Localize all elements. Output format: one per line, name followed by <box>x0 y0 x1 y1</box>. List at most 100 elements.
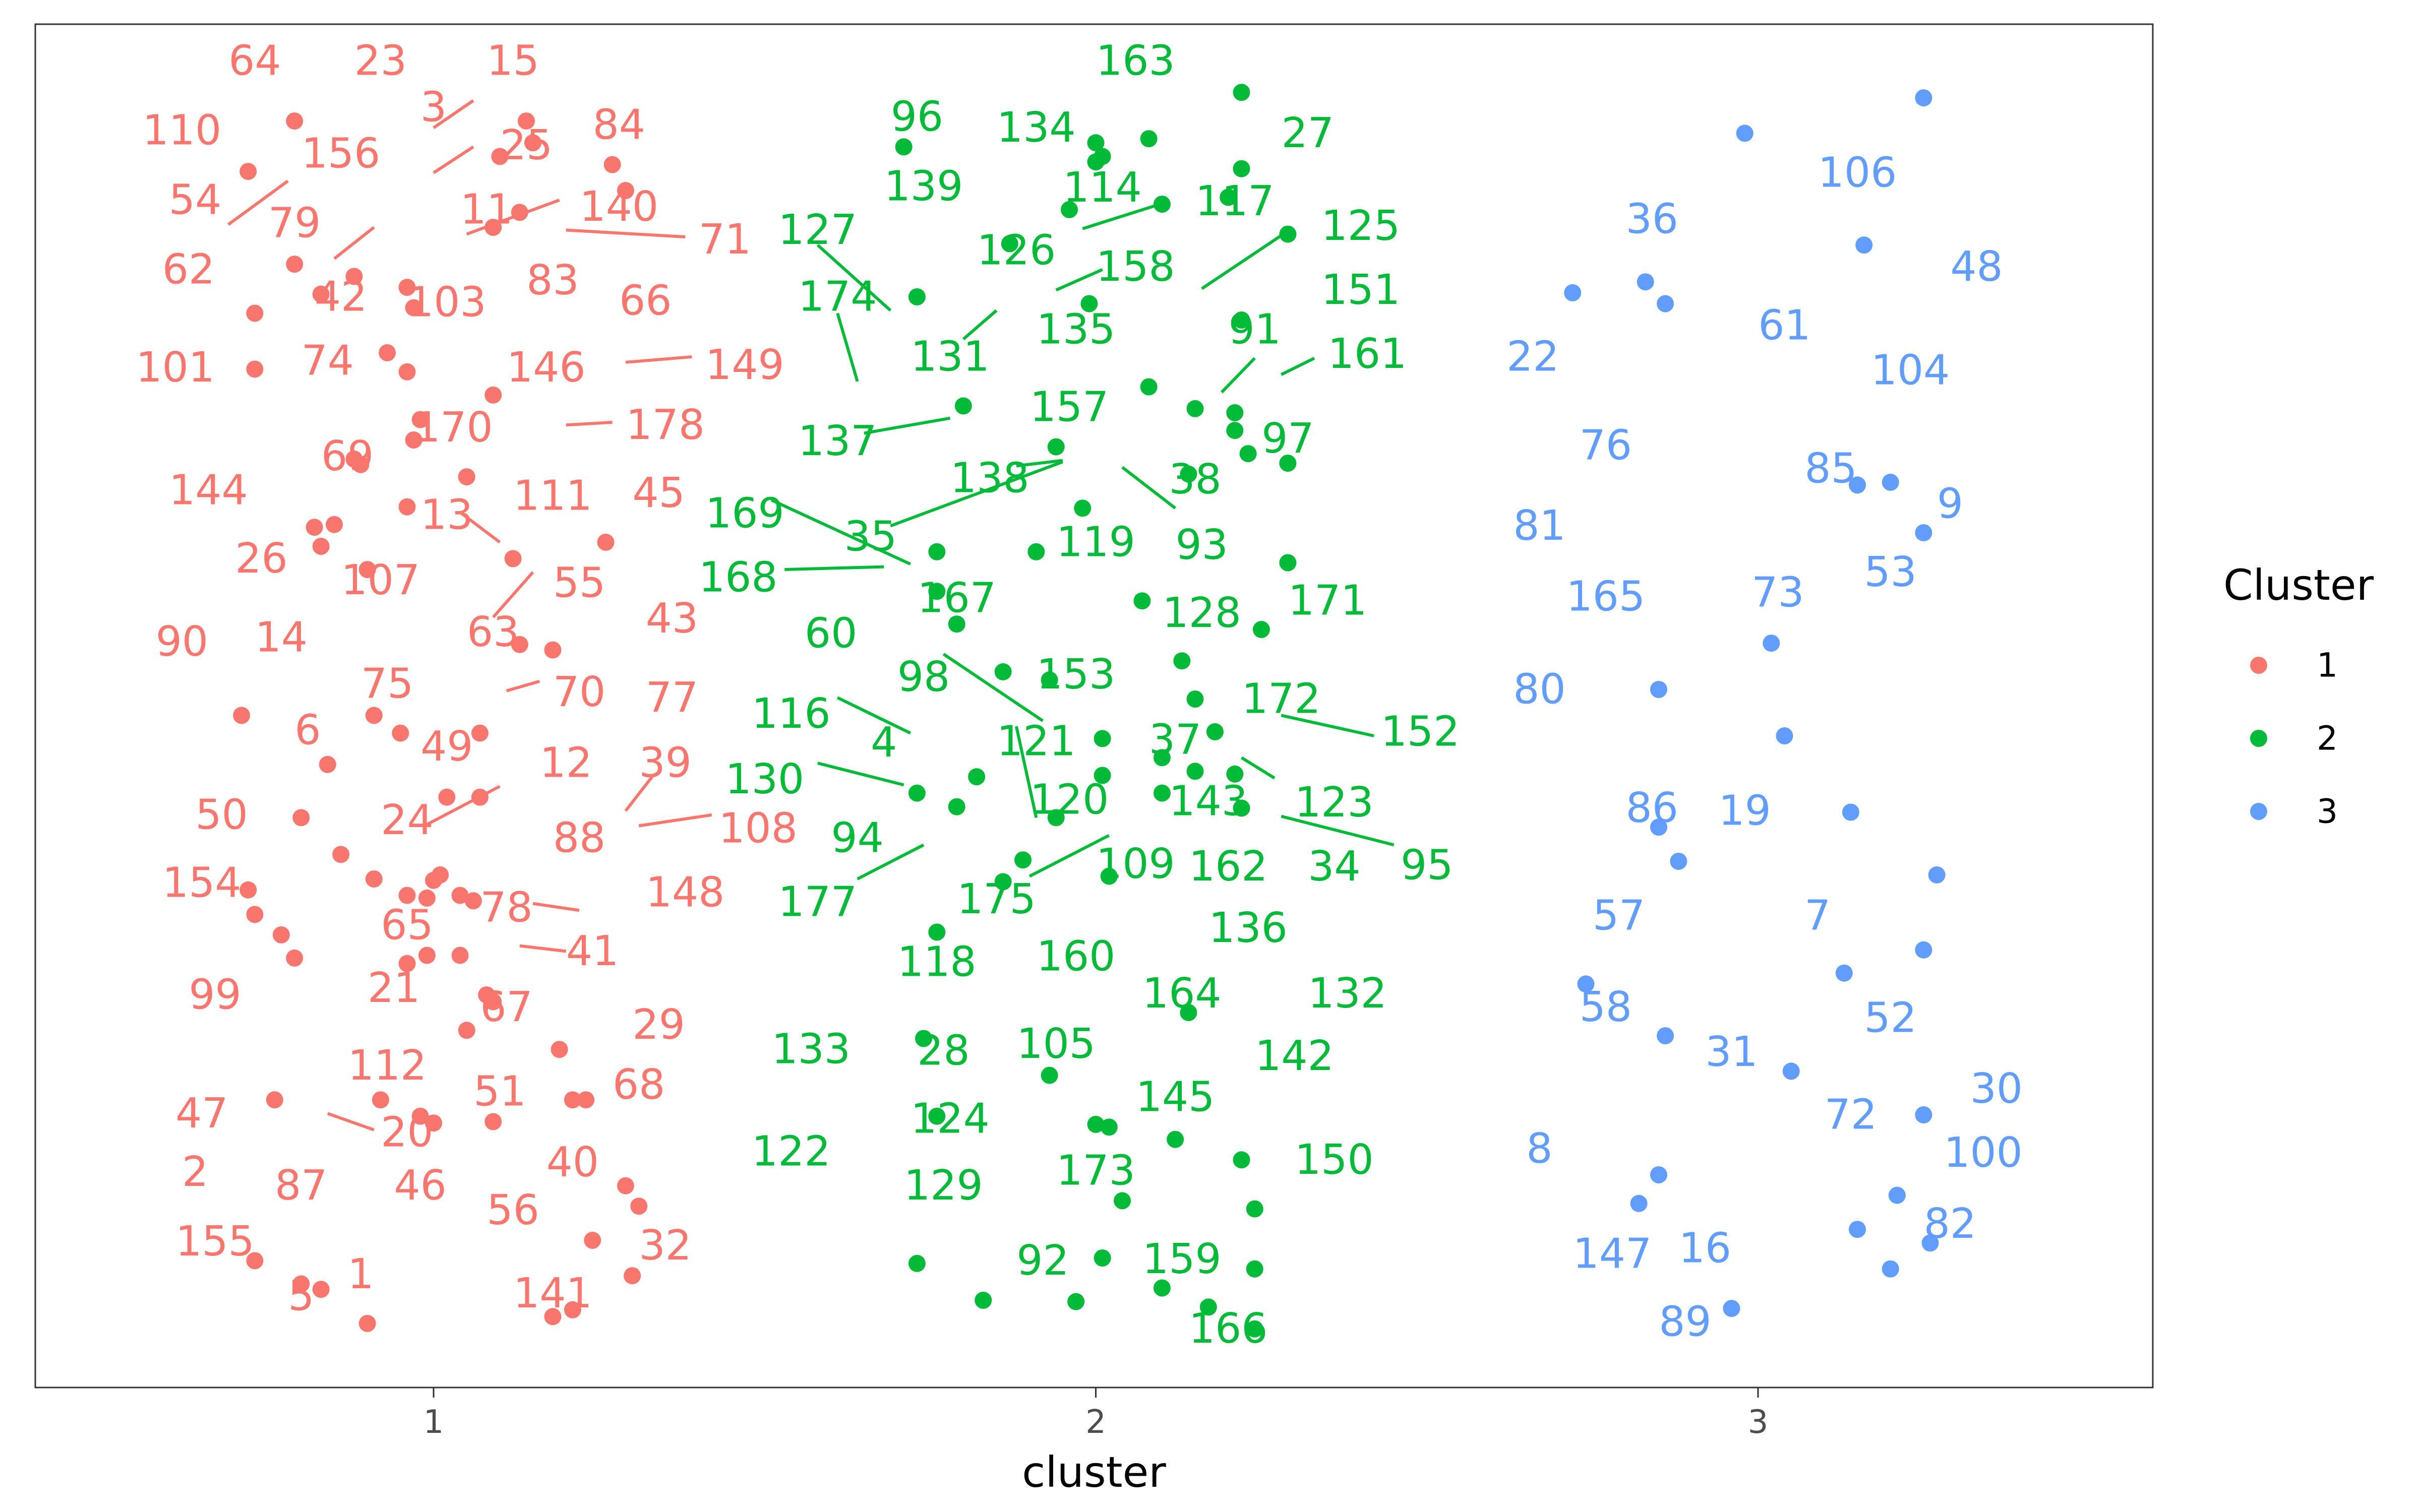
point-label: 41 <box>566 927 619 975</box>
data-point <box>1279 455 1297 472</box>
data-point <box>603 156 621 173</box>
data-point <box>908 784 926 802</box>
point-label: 143 <box>1169 777 1248 825</box>
point-label: 19 <box>1719 787 1771 835</box>
legend-key <box>2250 657 2267 674</box>
data-point <box>1888 1186 1906 1204</box>
point-label: 78 <box>480 884 532 931</box>
point-label: 92 <box>1016 1237 1069 1285</box>
data-point <box>345 268 363 285</box>
leader-line <box>1014 726 1038 818</box>
data-point <box>379 344 396 361</box>
data-point <box>312 538 330 555</box>
data-point <box>511 204 528 221</box>
point-label: 169 <box>705 490 784 538</box>
legend-key <box>2250 803 2267 820</box>
data-point <box>1915 1106 1932 1123</box>
data-point <box>405 299 422 317</box>
data-point <box>1835 964 1853 982</box>
point-label: 7 <box>1804 892 1831 940</box>
point-label: 82 <box>1924 1200 1976 1248</box>
data-point <box>1928 866 1946 884</box>
data-point <box>471 724 489 742</box>
point-label: 61 <box>1758 301 1810 349</box>
data-point <box>1041 1066 1058 1084</box>
data-point <box>630 1198 648 1215</box>
point-label: 16 <box>1679 1225 1731 1273</box>
point-label: 98 <box>897 653 950 701</box>
data-point <box>464 892 482 910</box>
point-label: 52 <box>1864 994 1917 1042</box>
point-label: 86 <box>1626 784 1678 832</box>
point-label: 62 <box>162 245 215 293</box>
leader-line <box>784 565 884 571</box>
point-label: 53 <box>1864 548 1917 596</box>
point-label: 48 <box>1950 243 2003 291</box>
point-label: 127 <box>778 206 858 254</box>
point-label: 170 <box>414 404 493 452</box>
point-label: 20 <box>381 1109 433 1157</box>
data-point <box>451 887 469 904</box>
leader-line <box>566 420 613 427</box>
data-point <box>1849 1221 1866 1238</box>
point-label: 174 <box>798 273 877 321</box>
leader-line <box>327 1112 375 1131</box>
data-point <box>1246 1200 1263 1218</box>
data-point <box>1094 767 1111 784</box>
data-point <box>1657 1027 1674 1045</box>
point-label: 26 <box>235 535 287 583</box>
point-label: 128 <box>1162 589 1241 637</box>
point-label: 46 <box>394 1162 447 1210</box>
data-point <box>312 1281 330 1298</box>
data-point <box>1246 1260 1263 1278</box>
leader-line <box>857 843 925 880</box>
data-point <box>1153 784 1171 802</box>
point-label: 118 <box>897 938 977 986</box>
data-point <box>1736 124 1753 142</box>
data-point <box>239 881 257 899</box>
point-label: 106 <box>1818 149 1897 197</box>
data-point <box>418 947 436 964</box>
point-label: 104 <box>1871 347 1950 395</box>
point-label: 28 <box>917 1027 970 1075</box>
point-label: 153 <box>1037 651 1116 699</box>
point-label: 84 <box>593 101 645 149</box>
data-point <box>564 1091 581 1109</box>
point-label: 14 <box>255 614 308 662</box>
data-point <box>511 636 528 653</box>
data-point <box>286 256 304 273</box>
point-label: 76 <box>1580 421 1632 469</box>
data-point <box>1226 422 1244 439</box>
leader-line <box>426 785 501 826</box>
point-label: 148 <box>646 869 725 917</box>
point-label: 166 <box>1189 1305 1268 1353</box>
point-label: 172 <box>1242 675 1321 723</box>
data-point <box>1564 284 1582 301</box>
data-point <box>1133 592 1151 610</box>
point-label: 175 <box>957 875 1036 923</box>
data-point <box>1882 473 1899 491</box>
data-point <box>624 1267 641 1285</box>
leader-line <box>492 571 534 618</box>
data-point <box>233 707 251 724</box>
data-point <box>524 134 541 152</box>
point-label: 105 <box>1016 1020 1096 1068</box>
data-point <box>895 138 913 156</box>
data-point <box>1114 1192 1131 1210</box>
data-point <box>1167 1130 1184 1148</box>
leader-line <box>333 226 375 260</box>
data-point <box>1014 851 1032 869</box>
point-label: 3 <box>420 84 447 132</box>
data-point <box>1186 763 1204 780</box>
leader-line <box>942 653 1044 722</box>
point-label: 146 <box>507 344 586 392</box>
data-point <box>1915 941 1932 959</box>
point-label: 138 <box>950 454 1030 502</box>
data-point <box>1723 1300 1740 1317</box>
leader-line <box>506 679 540 692</box>
data-point <box>1186 400 1204 417</box>
leader-line <box>638 813 712 828</box>
data-point <box>485 993 502 1011</box>
data-point <box>1180 1004 1197 1022</box>
data-points <box>233 84 1946 1338</box>
